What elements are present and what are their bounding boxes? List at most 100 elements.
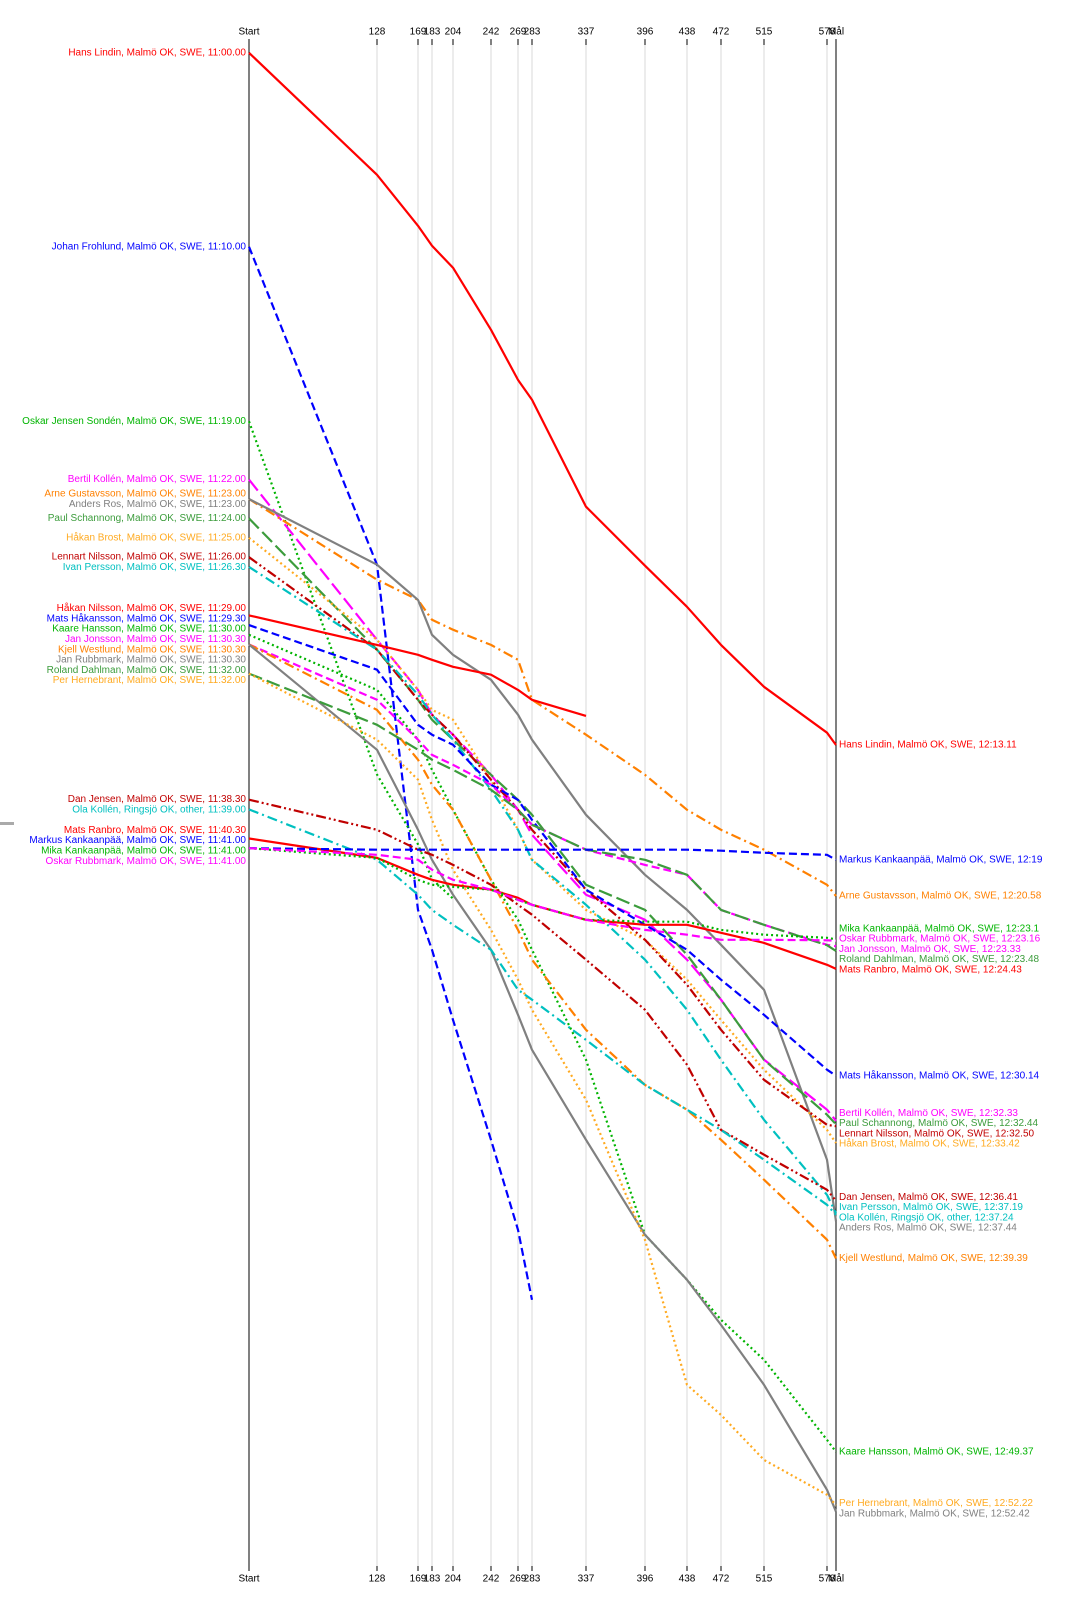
runner-line xyxy=(248,847,837,941)
x-tick-label-bottom: 242 xyxy=(483,1574,500,1585)
finish-label: Hans Lindin, Malmö OK, SWE, 12:13.11 xyxy=(839,740,1017,751)
start-label: Anders Ros, Malmö OK, SWE, 11:23.00 xyxy=(69,499,247,510)
runner-line xyxy=(248,643,838,1513)
x-tick-label-top: 396 xyxy=(637,27,654,38)
x-tick-label-bottom: 169 xyxy=(410,1574,427,1585)
x-tick-label-top: 269 xyxy=(510,27,527,38)
finish-label: Mika Kankaanpää, Malmö OK, SWE, 12:23.1 xyxy=(839,923,1040,934)
runner-line xyxy=(248,624,837,1077)
runner-line xyxy=(248,798,837,1202)
finish-label: Paul Schannong, Malmö OK, SWE, 12:32.44 xyxy=(839,1118,1038,1129)
x-tick-label-top: 204 xyxy=(445,27,462,38)
finish-label: Roland Dahlman, Malmö OK, SWE, 12:23.48 xyxy=(839,954,1040,965)
x-tick-label-top: 472 xyxy=(713,27,730,38)
finish-label: Ivan Persson, Malmö OK, SWE, 12:37.19 xyxy=(839,1202,1023,1213)
finish-label: Ola Kollén, Ringsjö OK, other, 12:37.24 xyxy=(839,1212,1014,1223)
start-label: Hans Lindin, Malmö OK, SWE, 11:00.00 xyxy=(68,47,246,58)
x-tick-label-bottom: 578 xyxy=(819,1574,836,1585)
x-tick-label-bottom: 204 xyxy=(445,1574,462,1585)
chart: StartStart128128169169183183204204242242… xyxy=(0,26,1043,1585)
start-label: Per Hernebrant, Malmö OK, SWE, 11:32.00 xyxy=(53,675,247,686)
runner-line xyxy=(248,614,587,717)
runner-line xyxy=(248,498,837,897)
runner-line xyxy=(248,498,838,1222)
x-tick-label-top: 183 xyxy=(424,27,441,38)
start-label: Jan Rubbmark, Malmö OK, SWE, 11:30.30 xyxy=(56,655,246,666)
x-tick-label-top: 438 xyxy=(679,27,696,38)
runner-line xyxy=(248,633,837,1453)
start-label: Roland Dahlman, Malmö OK, SWE, 11:32.00 xyxy=(47,665,247,676)
start-label: Arne Gustavsson, Malmö OK, SWE, 11:23.00 xyxy=(44,488,246,499)
x-tick-label-top: 128 xyxy=(369,27,386,38)
start-label: Mats Håkansson, Malmö OK, SWE, 11:29.30 xyxy=(47,612,247,624)
finish-label: Markus Kankaanpää, Malmö OK, SWE, 12:19 xyxy=(839,854,1043,865)
start-label: Mika Kankaanpää, Malmö OK, SWE, 11:41.00 xyxy=(41,846,246,857)
runner-line xyxy=(248,565,837,1214)
x-tick-label-top: 337 xyxy=(578,27,595,38)
runner-line xyxy=(248,536,837,1144)
start-label: Bertil Kollén, Malmö OK, SWE, 11:22.00 xyxy=(68,474,247,485)
x-tick-label-top: 578 xyxy=(819,27,836,38)
start-label: Johan Frohlund, Malmö OK, SWE, 11:10.00 xyxy=(52,241,247,252)
x-tick-label-bottom: 438 xyxy=(679,1574,696,1585)
x-tick-label-top: Mål xyxy=(828,26,844,38)
finish-label: Oskar Rubbmark, Malmö OK, SWE, 12:23.16 xyxy=(839,934,1041,945)
finish-label: Jan Rubbmark, Malmö OK, SWE, 12:52.42 xyxy=(839,1508,1030,1519)
finish-label: Dan Jensen, Malmö OK, SWE, 12:36.41 xyxy=(839,1192,1018,1203)
x-tick-label-bottom: 283 xyxy=(524,1574,541,1585)
x-tick-label-bottom: Start xyxy=(238,1574,259,1585)
runner-line xyxy=(248,847,837,942)
runner-line xyxy=(248,672,837,1507)
runner-line xyxy=(248,672,837,952)
runner-line xyxy=(248,52,837,746)
runner-line xyxy=(248,808,837,1216)
x-tick-label-bottom: Mål xyxy=(828,1573,844,1585)
start-label: Markus Kankaanpää, Malmö OK, SWE, 11:41.… xyxy=(29,835,246,846)
side-handle xyxy=(0,822,14,825)
x-tick-label-bottom: 183 xyxy=(424,1574,441,1585)
finish-label: Mats Ranbro, Malmö OK, SWE, 12:24.43 xyxy=(839,964,1022,975)
x-tick-label-bottom: 128 xyxy=(369,1574,386,1585)
x-tick-label-top: 283 xyxy=(524,27,541,38)
x-tick-label-top: 515 xyxy=(756,27,773,38)
finish-label: Jan Jonsson, Malmö OK, SWE, 12:23.33 xyxy=(839,944,1021,955)
x-tick-label-top: 169 xyxy=(410,27,427,38)
finish-label: Anders Ros, Malmö OK, SWE, 12:37.44 xyxy=(839,1223,1017,1234)
runner-line xyxy=(247,421,454,900)
start-label: Kaare Hansson, Malmö OK, SWE, 11:30.00 xyxy=(52,624,246,635)
start-label: Oskar Jensen Sondén, Malmö OK, SWE, 11:1… xyxy=(22,416,246,427)
finish-label: Håkan Brost, Malmö OK, SWE, 12:33.42 xyxy=(839,1138,1020,1150)
x-tick-label-bottom: 515 xyxy=(756,1574,773,1585)
runner-line xyxy=(247,246,534,1301)
finish-label: Kjell Westlund, Malmö OK, SWE, 12:39.39 xyxy=(839,1253,1028,1264)
finish-label: Kaare Hansson, Malmö OK, SWE, 12:49.37 xyxy=(839,1447,1034,1458)
runner-line xyxy=(248,478,837,1122)
finish-label: Mats Håkansson, Malmö OK, SWE, 12:30.14 xyxy=(839,1069,1040,1081)
start-label: Kjell Westlund, Malmö OK, SWE, 11:30.30 xyxy=(58,644,246,655)
x-tick-label-bottom: 337 xyxy=(578,1574,595,1585)
start-label: Mats Ranbro, Malmö OK, SWE, 11:40.30 xyxy=(64,825,247,836)
runner-line xyxy=(248,847,837,861)
start-label: Paul Schannong, Malmö OK, SWE, 11:24.00 xyxy=(48,513,247,524)
start-label: Dan Jensen, Malmö OK, SWE, 11:38.30 xyxy=(68,794,247,805)
runner-line xyxy=(248,643,837,1259)
x-tick-label-top: 242 xyxy=(483,27,500,38)
start-label: Jan Jonsson, Malmö OK, SWE, 11:30.30 xyxy=(65,634,246,645)
finish-label: Arne Gustavsson, Malmö OK, SWE, 12:20.58 xyxy=(839,891,1042,902)
runner-line xyxy=(248,556,837,1128)
runner-line xyxy=(248,837,837,970)
start-label: Lennart Nilsson, Malmö OK, SWE, 11:26.00 xyxy=(52,552,247,563)
finish-label: Bertil Kollén, Malmö OK, SWE, 12:32.33 xyxy=(839,1108,1018,1119)
x-tick-label-bottom: 472 xyxy=(713,1574,730,1585)
start-label: Håkan Nilsson, Malmö OK, SWE, 11:29.00 xyxy=(57,602,247,614)
start-label: Oskar Rubbmark, Malmö OK, SWE, 11:41.00 xyxy=(46,856,247,867)
x-tick-label-bottom: 269 xyxy=(510,1574,527,1585)
x-tick-label-bottom: 396 xyxy=(637,1574,654,1585)
start-label: Håkan Brost, Malmö OK, SWE, 11:25.00 xyxy=(66,531,246,543)
x-tick-label-top: Start xyxy=(238,27,259,38)
runner-line xyxy=(248,643,837,948)
finish-label: Lennart Nilsson, Malmö OK, SWE, 12:32.50 xyxy=(839,1128,1035,1139)
finish-label: Per Hernebrant, Malmö OK, SWE, 12:52.22 xyxy=(839,1498,1033,1509)
start-label: Ola Kollén, Ringsjö OK, other, 11:39.00 xyxy=(72,804,246,815)
